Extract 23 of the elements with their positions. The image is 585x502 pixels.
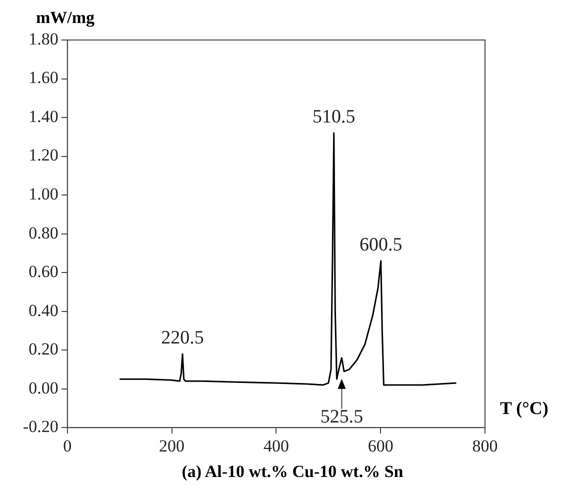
y-tick-label: 0.00 xyxy=(28,378,58,398)
y-tick-label: 1.80 xyxy=(28,29,58,48)
y-tick-label: 0.20 xyxy=(28,340,58,359)
y-axis-title: mW/mg xyxy=(36,8,95,28)
y-tick-label: 0.40 xyxy=(28,300,58,320)
y-tick-label: 0.80 xyxy=(28,223,58,242)
y-tick-label: 0.60 xyxy=(28,262,58,282)
y-tick-label: 1.20 xyxy=(28,146,58,165)
y-tick-label: -0.20 xyxy=(22,417,58,436)
x-tick-label: 600 xyxy=(368,436,394,456)
x-tick-label: 800 xyxy=(472,436,498,456)
x-tick-label: 0 xyxy=(63,436,72,456)
y-tick-label: 1.40 xyxy=(28,106,58,126)
x-tick-label: 400 xyxy=(263,436,289,456)
x-tick-label: 200 xyxy=(159,436,185,456)
annotation: 220.5 xyxy=(161,327,204,348)
y-tick-label: 1.60 xyxy=(28,68,58,88)
x-axis-title: T (°C) xyxy=(500,398,548,419)
text: (a) Al-10 wt.% Cu-10 wt.% Sn xyxy=(180,462,404,482)
annotation: 525.5 xyxy=(320,406,364,428)
annotation: 510.5 xyxy=(312,106,356,128)
annotation: 600.5 xyxy=(359,234,402,256)
y-tick-label: 1.00 xyxy=(28,184,58,204)
